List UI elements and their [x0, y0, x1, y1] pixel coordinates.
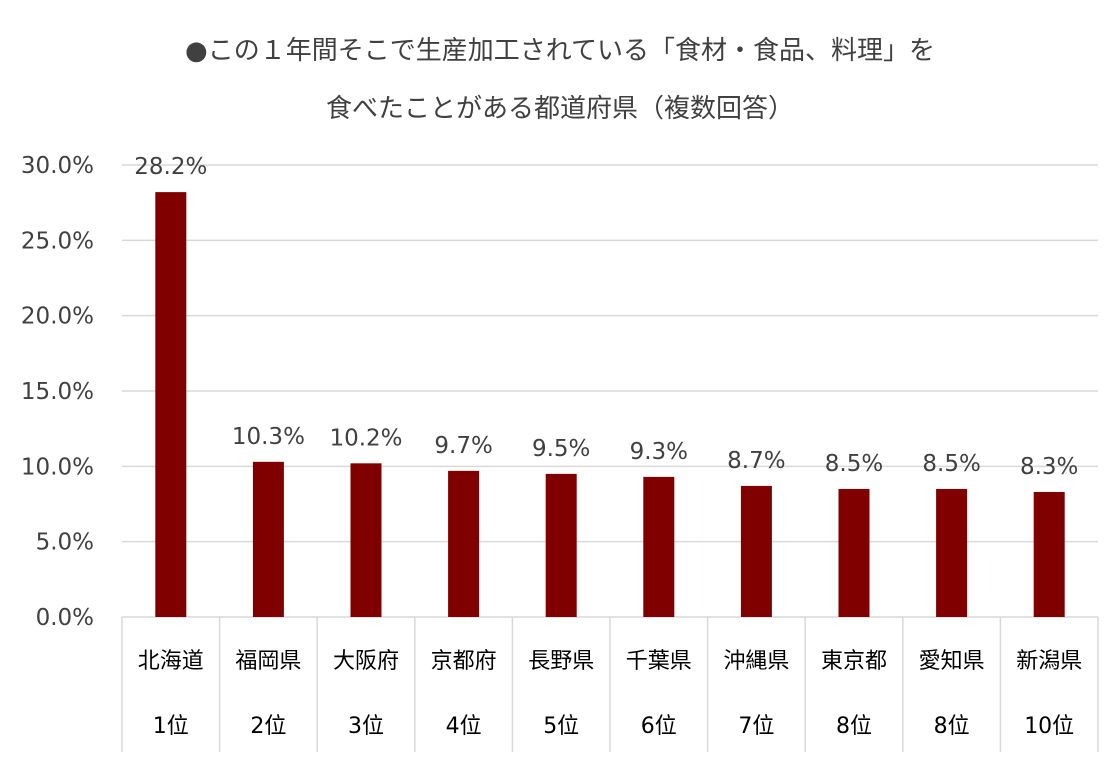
bar [936, 488, 968, 617]
y-tick-label: 15.0% [21, 379, 94, 405]
rank-label: 8位 [836, 714, 872, 739]
y-tick-label: 5.0% [36, 530, 94, 556]
category-label: 福岡県 [235, 649, 301, 674]
bar [643, 476, 675, 617]
category-label: 東京都 [821, 649, 887, 674]
rank-label: 7位 [738, 714, 774, 739]
category-label: 北海道 [138, 649, 204, 674]
bar [448, 470, 480, 617]
rank-label: 3位 [348, 714, 384, 739]
category-label: 愛知県 [919, 649, 985, 674]
data-label: 8.5% [825, 451, 883, 477]
rank-label: 6位 [641, 714, 677, 739]
category-label: 沖縄県 [723, 649, 789, 674]
data-label: 8.5% [922, 451, 980, 477]
bar [350, 463, 382, 617]
chart-title-line-2: 食べたことがある都道府県（複数回答） [325, 94, 794, 124]
chart-title-line-1: ●この１年間そこで生産加工されている「食材・食品、料理」を [185, 36, 935, 66]
y-tick-label: 25.0% [21, 228, 94, 254]
category-label: 京都府 [431, 649, 497, 674]
data-label: 9.5% [532, 436, 590, 462]
data-label: 10.3% [232, 424, 305, 450]
y-tick-label: 30.0% [21, 153, 94, 179]
data-label: 8.7% [727, 448, 785, 474]
rank-label: 5位 [543, 714, 579, 739]
bar [740, 485, 772, 617]
rank-label: 2位 [250, 714, 286, 739]
data-label: 8.3% [1020, 454, 1078, 480]
data-label: 28.2% [134, 154, 207, 180]
y-tick-label: 10.0% [21, 454, 94, 480]
category-label: 新潟県 [1016, 649, 1082, 674]
y-tick-label: 20.0% [21, 304, 94, 330]
category-label: 大阪府 [333, 649, 399, 674]
bar [252, 461, 284, 617]
data-label: 9.3% [630, 439, 688, 465]
rank-label: 4位 [446, 714, 482, 739]
rank-label: 8位 [934, 714, 970, 739]
category-label: 長野県 [528, 649, 594, 674]
bar [838, 488, 870, 617]
rank-label: 10位 [1024, 714, 1074, 739]
y-tick-label: 0.0% [36, 605, 94, 631]
bar [155, 192, 187, 617]
data-label: 9.7% [434, 433, 492, 459]
data-label: 10.2% [329, 425, 402, 451]
bar [1033, 491, 1065, 617]
bar [545, 473, 577, 617]
rank-label: 1位 [153, 714, 189, 739]
category-label: 千葉県 [626, 649, 692, 674]
